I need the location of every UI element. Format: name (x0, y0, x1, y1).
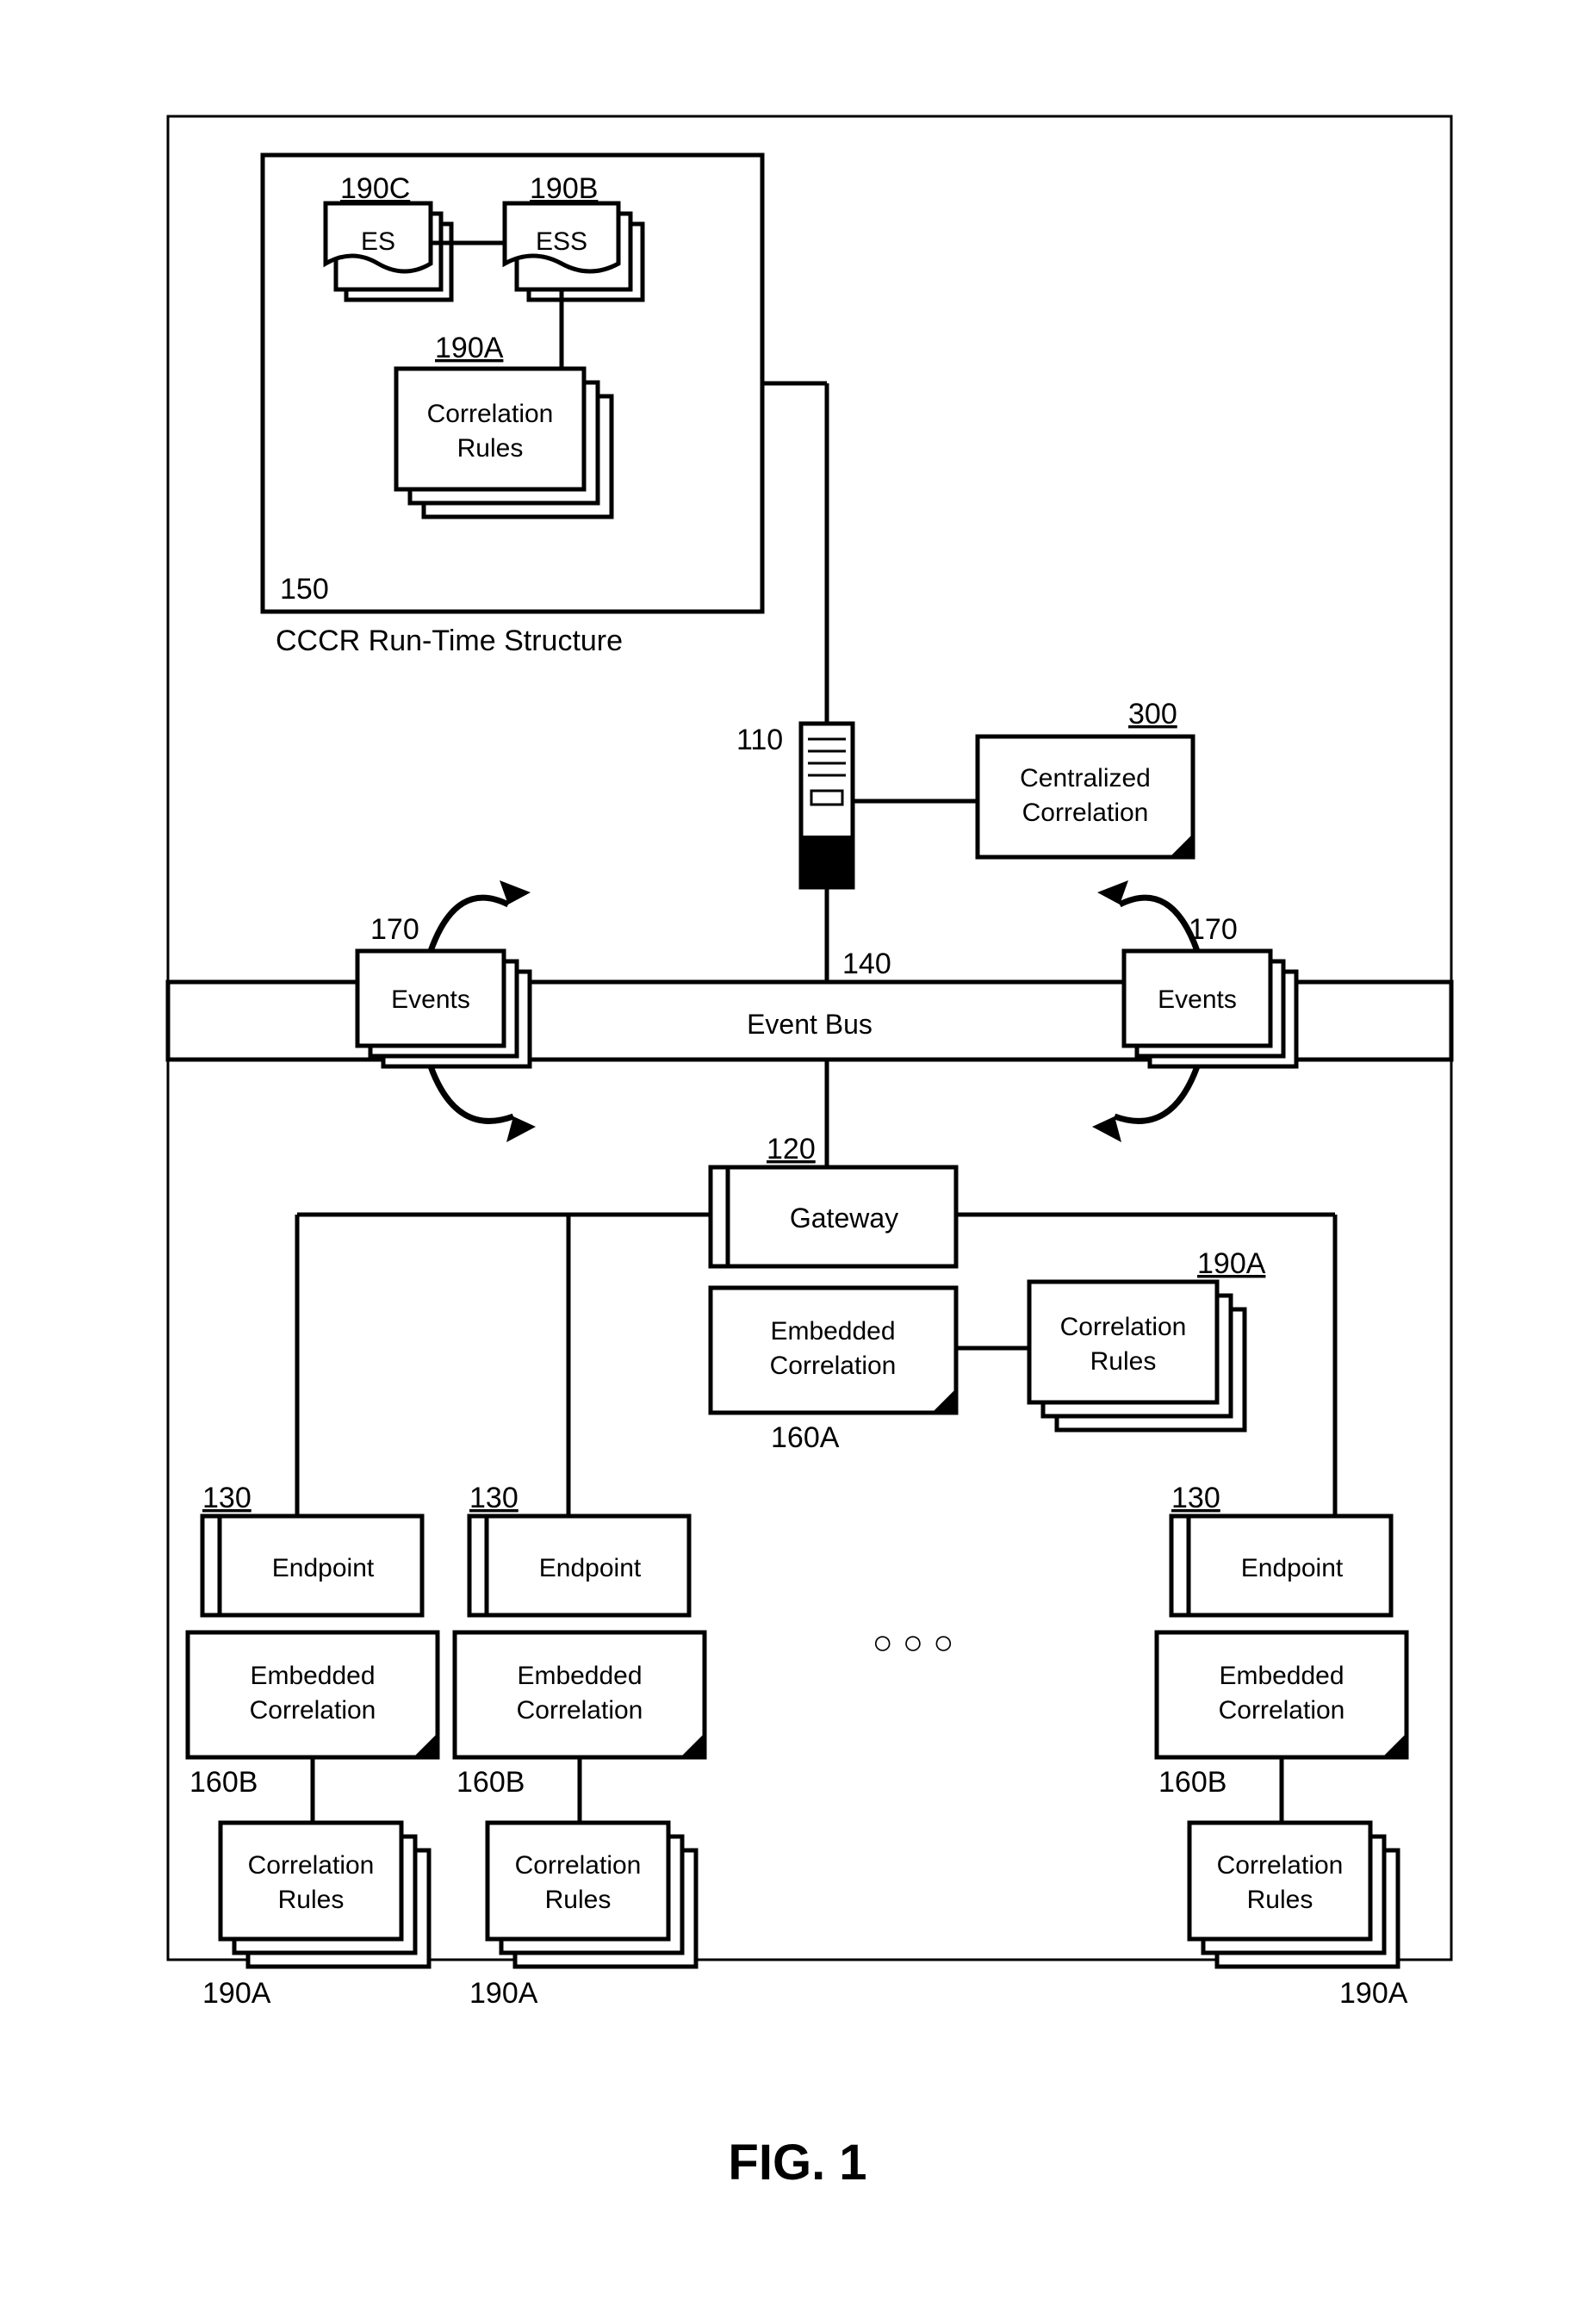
ref-190a-ep1: 190A (202, 1977, 271, 2010)
ep1-label: Endpoint (272, 1554, 375, 1582)
ref-190a-gw: 190A (1197, 1247, 1266, 1280)
ref-190a-ep3: 190A (1339, 1977, 1408, 2010)
gw-rules-l1: Correlation (1060, 1313, 1187, 1341)
ref-160a: 160A (771, 1421, 840, 1454)
ref-140: 140 (842, 948, 891, 980)
ref-190a-ep2: 190A (469, 1977, 538, 2010)
cccr-rules-l1: Correlation (427, 400, 554, 428)
ep3-emb-l1: Embedded (1219, 1662, 1344, 1690)
endpoint-1: 130 Endpoint Embedded Correlation 160B C… (188, 1482, 438, 2010)
ep2-emb-l2: Correlation (517, 1696, 643, 1725)
events-right-label: Events (1158, 985, 1237, 1014)
ref-120: 120 (767, 1133, 816, 1165)
es-label: ES (361, 227, 395, 256)
ref-150: 150 (280, 573, 329, 606)
bus-label: Event Bus (747, 1009, 873, 1040)
cccr-box: 150 CCCR Run-Time Structure 190C ES 190B… (263, 155, 762, 657)
endpoint-3: 130 Endpoint Embedded Correlation 160B C… (1157, 1482, 1408, 2010)
gateway-label: Gateway (790, 1203, 898, 1234)
ep3-rules-l2: Rules (1247, 1886, 1313, 1914)
ep2-rules-l2: Rules (545, 1886, 612, 1914)
ep1-rules-l2: Rules (278, 1886, 345, 1914)
gateway-emb-l1: Embedded (770, 1317, 895, 1346)
endpoint-2: 130 Endpoint Embedded Correlation 160B C… (455, 1482, 705, 2010)
ref-160b-2: 160B (456, 1766, 525, 1799)
cccr-rules-stack: Correlation Rules (396, 369, 612, 517)
ep3-label: Endpoint (1241, 1554, 1344, 1582)
gateway-emb-l2: Correlation (770, 1352, 897, 1380)
centralized-l2: Correlation (1022, 799, 1149, 827)
ref-170-left: 170 (370, 913, 419, 946)
ep3-emb-l2: Correlation (1219, 1696, 1345, 1725)
ess-label: ESS (536, 227, 587, 256)
ref-160b-3: 160B (1158, 1766, 1226, 1799)
ep1-emb-l1: Embedded (250, 1662, 375, 1690)
ref-190a-cccr: 190A (435, 332, 504, 364)
events-left-label: Events (391, 985, 470, 1014)
gateway-block: Gateway Embedded Correlation 160A (711, 1167, 956, 1454)
ep1-emb-l2: Correlation (250, 1696, 376, 1725)
ref-190c: 190C (340, 172, 410, 205)
ref-160b-1: 160B (189, 1766, 258, 1799)
cccr-rules-l2: Rules (457, 434, 524, 463)
ep2-label: Endpoint (539, 1554, 642, 1582)
ref-110: 110 (736, 724, 783, 756)
ref-300: 300 (1128, 698, 1177, 730)
ref-130-3: 130 (1171, 1482, 1220, 1514)
ref-130-2: 130 (469, 1482, 519, 1514)
centralized-l1: Centralized (1020, 764, 1151, 792)
figure-label: FIG. 1 (728, 2135, 866, 2191)
ref-190b: 190B (530, 172, 598, 205)
ep1-rules-l1: Correlation (248, 1851, 375, 1880)
gw-rules-l2: Rules (1090, 1347, 1157, 1376)
ref-130-1: 130 (202, 1482, 252, 1514)
ep2-rules-l1: Correlation (515, 1851, 642, 1880)
ep2-emb-l1: Embedded (517, 1662, 642, 1690)
cccr-caption: CCCR Run-Time Structure (276, 625, 623, 657)
ellipsis: ○ ○ ○ (873, 1624, 954, 1662)
figure-1: 150 CCCR Run-Time Structure 190C ES 190B… (0, 0, 1596, 2306)
ep3-rules-l1: Correlation (1217, 1851, 1344, 1880)
